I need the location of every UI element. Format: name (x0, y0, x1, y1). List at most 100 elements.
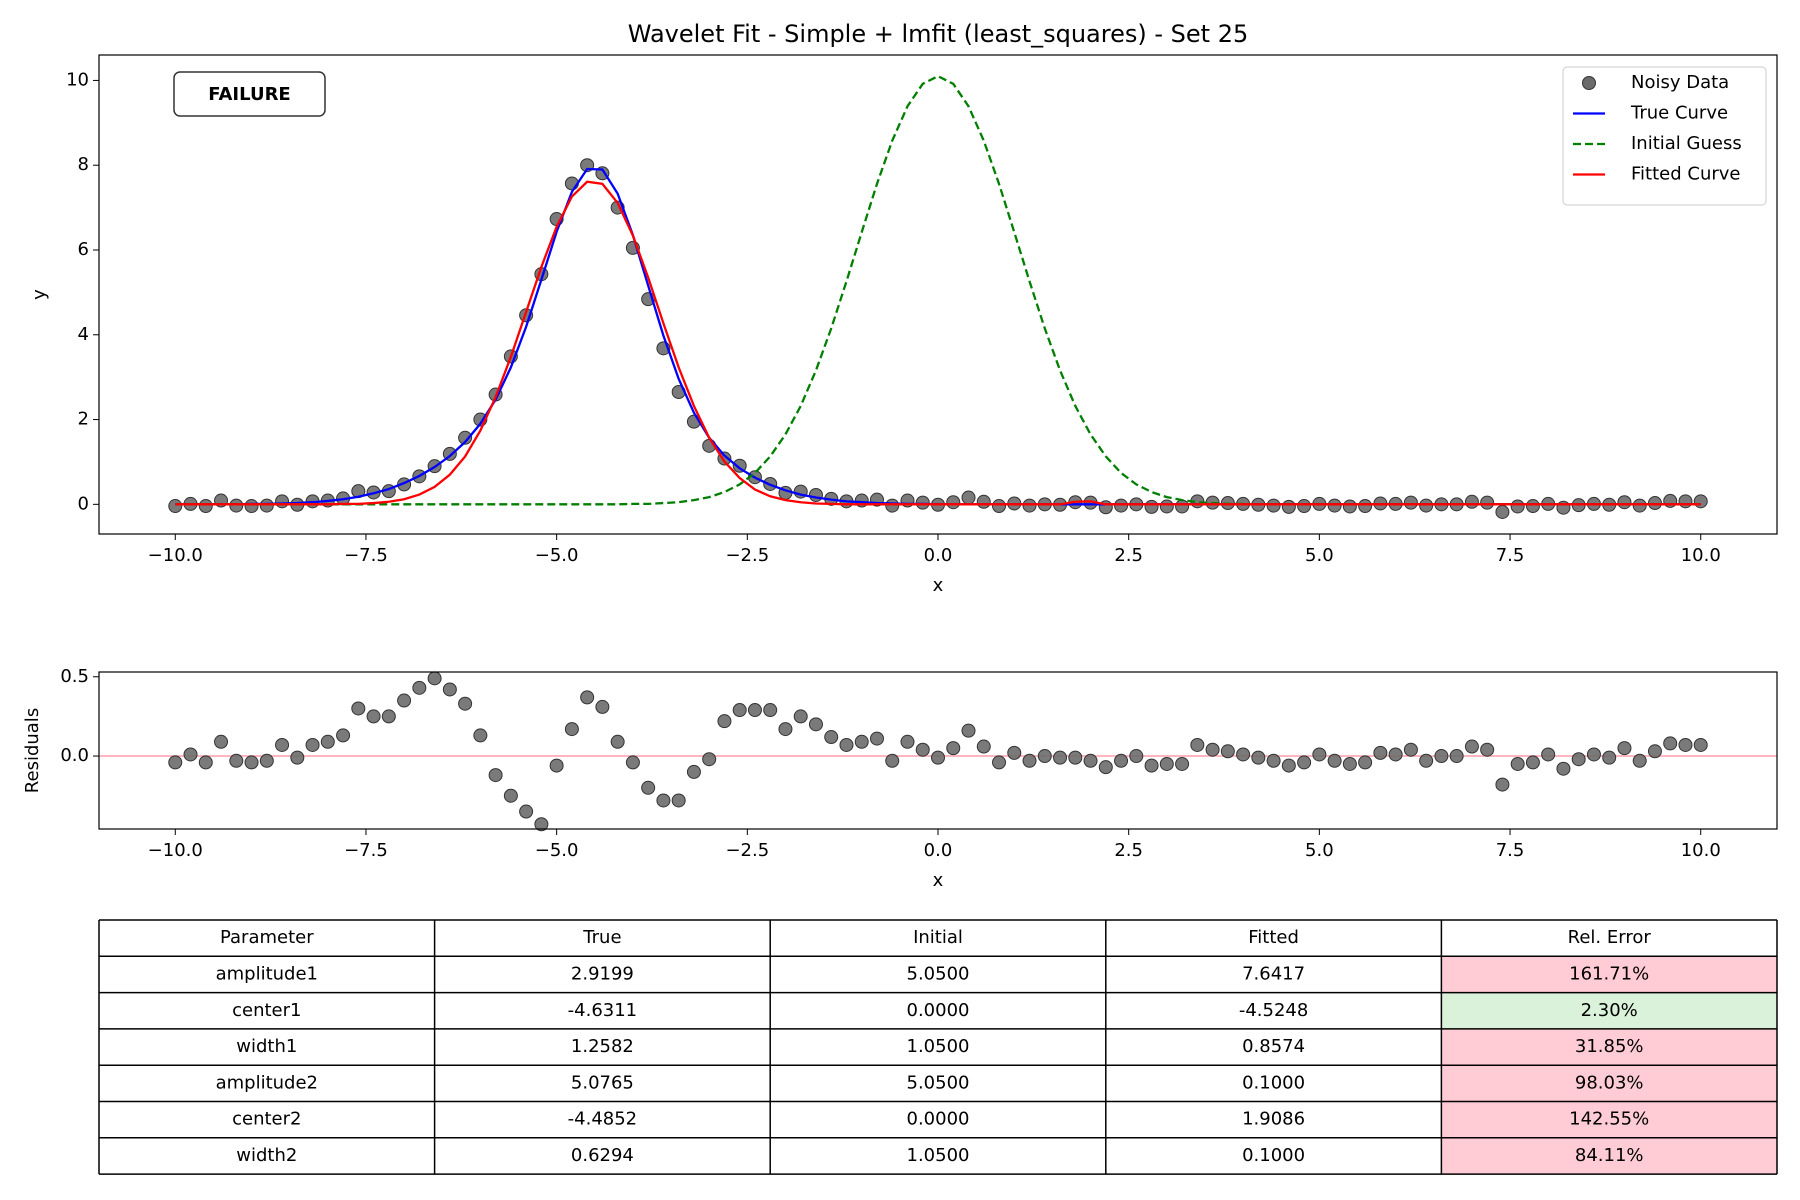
data-point (1464, 494, 1479, 509)
data-point (1434, 749, 1449, 764)
curve-line (175, 167, 1701, 506)
x-tick-label: 10.0 (1681, 840, 1721, 861)
data-point (976, 739, 991, 754)
data-point (900, 734, 915, 749)
table-cell: width2 (236, 1145, 297, 1166)
data-point (290, 750, 305, 765)
table-cell: 0.0000 (907, 1000, 970, 1021)
data-point (1022, 753, 1037, 768)
plot-frame (98, 54, 1778, 535)
data-point (1037, 749, 1052, 764)
data-point (275, 737, 290, 752)
table-cell: center1 (232, 1000, 301, 1021)
x-tick-label: −2.5 (725, 840, 769, 861)
data-point (915, 742, 930, 757)
data-point (747, 703, 762, 718)
data-point (1419, 753, 1434, 768)
data-point (412, 680, 427, 695)
data-point (656, 793, 671, 808)
data-point (244, 755, 259, 770)
data-point (1297, 755, 1312, 770)
data-point (1053, 750, 1068, 765)
data-point (961, 490, 976, 505)
data-point (473, 728, 488, 743)
data-point (1358, 755, 1373, 770)
table-header: Rel. Error (1568, 927, 1652, 948)
table-cell: 31.85% (1575, 1036, 1644, 1057)
data-point (198, 499, 213, 514)
table-header: Fitted (1248, 927, 1299, 948)
data-point (1586, 747, 1601, 762)
data-point (1114, 498, 1129, 513)
status-box (173, 71, 326, 117)
table-cell: -4.6311 (568, 1000, 637, 1021)
data-point (244, 499, 259, 514)
data-point (1693, 494, 1708, 509)
data-point (1571, 752, 1586, 767)
data-point (808, 488, 823, 503)
table-cell: 2.30% (1581, 1000, 1638, 1021)
table-cell: 5.0500 (907, 1072, 970, 1093)
data-point (336, 728, 351, 743)
status-label: FAILURE (208, 84, 290, 105)
data-point (1663, 493, 1678, 508)
y-tick-label: 0.5 (60, 666, 89, 687)
data-point (549, 758, 564, 773)
data-point (1251, 750, 1266, 765)
data-point (1083, 753, 1098, 768)
table-cell: amplitude1 (216, 963, 318, 984)
x-axis-label: x (933, 575, 944, 596)
data-point (1525, 499, 1540, 514)
legend-label: Fitted Curve (1631, 164, 1741, 185)
data-point (1617, 741, 1632, 756)
data-point (1220, 744, 1235, 759)
y-tick-label: 6 (78, 239, 89, 260)
data-point (259, 753, 274, 768)
data-point (1114, 753, 1129, 768)
data-point (259, 498, 274, 513)
data-point (1098, 760, 1113, 775)
table-cell: 84.11% (1575, 1145, 1644, 1166)
table-header: True (582, 927, 621, 948)
data-point (1159, 756, 1174, 771)
data-point (1297, 499, 1312, 514)
plot-frame (98, 671, 1778, 830)
data-point (351, 701, 366, 716)
data-point (1480, 742, 1495, 757)
data-point (427, 671, 442, 686)
data-point (992, 755, 1007, 770)
data-point (1449, 749, 1464, 764)
table-cell: width1 (236, 1036, 297, 1057)
data-point (458, 430, 473, 445)
data-point (1602, 750, 1617, 765)
table-cell: amplitude2 (216, 1072, 318, 1093)
data-point (1159, 499, 1174, 514)
data-point (885, 498, 900, 513)
y-tick-label: 0 (78, 493, 89, 514)
table-cell: 142.55% (1569, 1109, 1649, 1130)
x-tick-label: 2.5 (1114, 840, 1143, 861)
data-point (854, 734, 869, 749)
legend-label: Initial Guess (1631, 133, 1742, 154)
data-point (1510, 756, 1525, 771)
data-point (1129, 749, 1144, 764)
table-cell: 0.1000 (1242, 1072, 1305, 1093)
data-point (320, 734, 335, 749)
y-tick-label: 0.0 (60, 745, 89, 766)
data-point (1175, 756, 1190, 771)
error-cell-bg (1441, 1101, 1777, 1138)
table-cell: 0.8574 (1242, 1036, 1305, 1057)
table-header: Initial (913, 927, 963, 948)
data-point (442, 682, 457, 697)
data-point (625, 755, 640, 770)
table-cell: -4.5248 (1239, 1000, 1308, 1021)
data-point (305, 737, 320, 752)
data-point (1556, 500, 1571, 515)
data-point (580, 690, 595, 705)
data-point (702, 752, 717, 767)
data-point (1373, 745, 1388, 760)
data-point (946, 741, 961, 756)
data-point (1495, 777, 1510, 792)
data-point (778, 722, 793, 737)
table-cell: 0.1000 (1242, 1145, 1305, 1166)
